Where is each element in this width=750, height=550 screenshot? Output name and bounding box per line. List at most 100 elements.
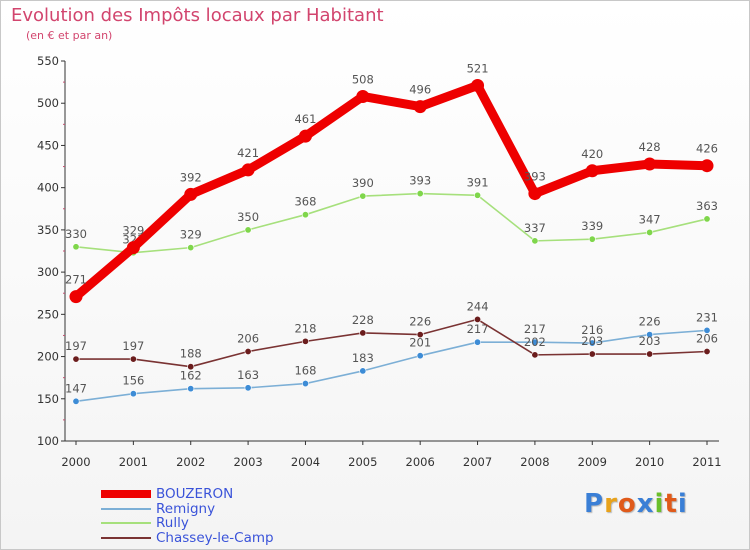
data-label-bouzeron: 461 (294, 112, 316, 126)
series-line-bouzeron (71, 80, 712, 302)
data-label-chassey-le-camp: 202 (524, 335, 546, 349)
x-tick-label: 2004 (291, 455, 320, 469)
data-label-chassey-le-camp: 206 (237, 331, 259, 345)
data-point-remigny (416, 352, 424, 360)
data-label-chassey-le-camp: 197 (65, 339, 87, 353)
data-label-bouzeron: 420 (581, 147, 603, 161)
legend-swatch (101, 522, 151, 525)
data-label-remigny: 217 (467, 322, 489, 336)
data-label-bouzeron: 521 (467, 61, 489, 75)
data-label-rully: 368 (294, 195, 316, 209)
data-label-rully: 391 (467, 175, 489, 189)
y-tick-label: 300 (37, 265, 59, 279)
data-point-rully (187, 244, 195, 252)
data-label-rully: 329 (180, 228, 202, 242)
data-label-chassey-le-camp: 228 (352, 313, 374, 327)
data-point-chassey-le-camp (359, 329, 367, 337)
legend-swatch (101, 536, 151, 539)
data-label-remigny: 163 (237, 368, 259, 382)
logo-letter: i (654, 489, 665, 519)
data-label-bouzeron: 426 (696, 142, 718, 156)
data-point-bouzeron (643, 157, 657, 171)
x-tick-label: 2003 (233, 455, 262, 469)
data-label-rully: 339 (581, 219, 603, 233)
logo-letter: r (604, 489, 618, 519)
data-label-chassey-le-camp: 203 (581, 334, 603, 348)
proxiti-logo: Proxiti (584, 489, 688, 519)
data-point-bouzeron (700, 159, 714, 173)
data-label-bouzeron: 271 (65, 273, 87, 287)
legend-item-bouzeron: BOUZERON (101, 486, 274, 503)
y-tick-label: 350 (37, 223, 59, 237)
data-point-chassey-le-camp (244, 347, 252, 355)
legend-label: BOUZERON (156, 486, 234, 503)
data-point-remigny (703, 326, 711, 334)
data-label-rully: 337 (524, 221, 546, 235)
legend-item-remigny: Remigny (101, 500, 274, 517)
data-label-rully: 390 (352, 176, 374, 190)
data-point-remigny (588, 339, 596, 347)
data-point-bouzeron (585, 164, 599, 178)
x-tick-label: 2009 (578, 455, 607, 469)
data-label-remigny: 231 (696, 310, 718, 324)
data-point-bouzeron (298, 129, 312, 143)
data-point-remigny (301, 380, 309, 388)
data-point-remigny (244, 384, 252, 392)
legend-label: Remigny (156, 500, 216, 517)
data-label-chassey-le-camp: 226 (409, 315, 431, 329)
data-point-remigny (72, 397, 80, 405)
data-label-remigny: 162 (180, 369, 202, 383)
chart-subtitle: (en € et par an) (26, 29, 113, 42)
legend-label: Chassey-le-Camp (156, 529, 274, 546)
data-point-remigny (646, 331, 654, 339)
y-tick-label: 550 (37, 54, 59, 68)
data-point-rully (703, 215, 711, 223)
x-tick-label: 2006 (406, 455, 435, 469)
logo-letter: x (636, 489, 655, 519)
legend: BOUZERON Remigny Rully Chassey-le-Camp (101, 486, 274, 546)
y-tick-label: 150 (37, 392, 59, 406)
data-label-remigny: 226 (639, 315, 661, 329)
data-point-chassey-le-camp (129, 355, 137, 363)
x-tick-label: 2000 (61, 455, 90, 469)
data-point-bouzeron (241, 163, 255, 177)
data-label-remigny: 168 (294, 364, 316, 378)
logo-letter: P (584, 489, 605, 519)
data-label-chassey-le-camp: 218 (294, 321, 316, 335)
y-tick-label: 450 (37, 138, 59, 152)
data-point-chassey-le-camp (187, 363, 195, 371)
data-point-chassey-le-camp (416, 331, 424, 339)
data-point-remigny (531, 338, 539, 346)
data-point-chassey-le-camp (531, 351, 539, 359)
x-tick-label: 2011 (692, 455, 721, 469)
data-label-remigny: 147 (65, 381, 87, 395)
data-point-bouzeron (528, 187, 542, 201)
x-tick-label: 2005 (348, 455, 377, 469)
data-label-remigny: 183 (352, 351, 374, 365)
data-label-chassey-le-camp: 206 (696, 331, 718, 345)
x-tick-label: 2007 (463, 455, 492, 469)
data-point-remigny (359, 367, 367, 375)
data-label-chassey-le-camp: 244 (467, 299, 489, 313)
y-tick-label: 500 (37, 96, 59, 110)
legend-swatch (101, 507, 151, 510)
data-label-bouzeron: 428 (639, 140, 661, 154)
legend-label: Rully (156, 515, 189, 532)
legend-item-chassey-le-camp: Chassey-le-Camp (101, 529, 274, 546)
data-label-chassey-le-camp: 197 (122, 339, 144, 353)
data-label-remigny: 216 (581, 323, 603, 337)
data-point-chassey-le-camp (474, 315, 482, 323)
data-point-rully (244, 226, 252, 234)
data-point-chassey-le-camp (588, 350, 596, 358)
series-line-rully (75, 192, 708, 254)
series-line-remigny (75, 329, 708, 403)
chart-title: Evolution des Impôts locaux par Habitant (11, 5, 384, 26)
data-point-chassey-le-camp (703, 347, 711, 355)
data-label-rully: 350 (237, 210, 259, 224)
x-tick-label: 2010 (635, 455, 664, 469)
data-point-rully (646, 228, 654, 236)
data-label-bouzeron: 392 (180, 170, 202, 184)
data-label-bouzeron: 329 (122, 224, 144, 238)
